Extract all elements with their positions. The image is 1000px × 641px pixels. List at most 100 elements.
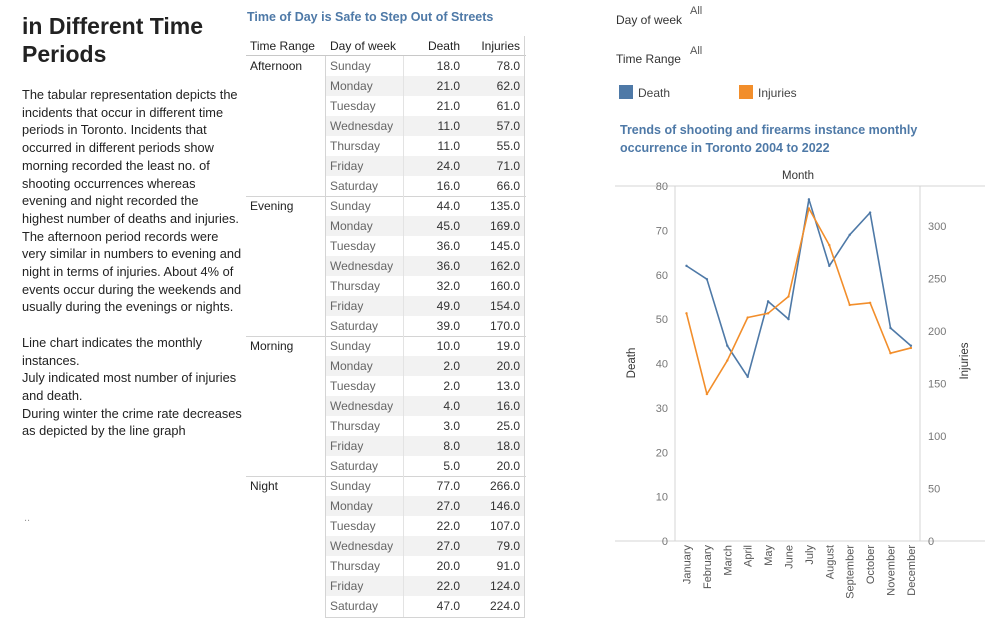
data-point-injuries: [705, 392, 709, 396]
table-row[interactable]: Wednesday 36.0 162.0: [326, 256, 524, 276]
cell-injuries: 91.0: [496, 559, 520, 573]
header-death[interactable]: Death: [427, 39, 460, 53]
cell-day-of-week: Wednesday: [330, 399, 394, 413]
table-row[interactable]: Friday 49.0 154.0: [326, 296, 524, 316]
table-row[interactable]: Saturday 47.0 224.0: [326, 596, 524, 616]
y2-tick-label: 100: [928, 431, 946, 443]
cell-injuries: 61.0: [496, 99, 520, 113]
table-row[interactable]: Saturday 39.0 170.0: [326, 316, 524, 336]
y-tick-label: 70: [656, 225, 668, 237]
table-row[interactable]: Thursday 3.0 25.0: [326, 416, 524, 436]
cell-injuries: 13.0: [496, 379, 520, 393]
filter-time-range-value[interactable]: All: [690, 45, 703, 57]
table-row[interactable]: Friday 8.0 18.0: [326, 436, 524, 456]
data-point-injuries: [685, 312, 688, 315]
header-time-range[interactable]: Time Range: [250, 39, 315, 53]
table-row[interactable]: Wednesday 27.0 79.0: [326, 536, 524, 556]
table-row[interactable]: Tuesday 2.0 13.0: [326, 376, 524, 396]
table-row[interactable]: Thursday 20.0 91.0: [326, 556, 524, 576]
data-point-death: [787, 317, 790, 321]
header-injuries[interactable]: Injuries: [481, 39, 520, 53]
cell-death: 32.0: [436, 279, 460, 293]
cell-death: 77.0: [436, 479, 460, 493]
table-row[interactable]: Wednesday 4.0 16.0: [326, 396, 524, 416]
table-row[interactable]: Monday 21.0 62.0: [326, 76, 524, 96]
cell-death: 5.0: [443, 459, 460, 473]
cell-day-of-week: Tuesday: [330, 519, 376, 533]
data-point-injuries: [726, 359, 729, 362]
cell-day-of-week: Friday: [330, 439, 364, 453]
table-row[interactable]: Sunday 10.0 19.0: [326, 336, 524, 356]
cell-death: 2.0: [443, 359, 460, 373]
cell-death: 36.0: [436, 239, 460, 253]
x-tick-label: March: [722, 545, 734, 576]
y-tick-label: 40: [656, 359, 668, 371]
table-row[interactable]: Monday 2.0 20.0: [326, 356, 524, 376]
cell-death: 3.0: [443, 419, 460, 433]
data-point-injuries: [848, 303, 851, 307]
cell-day-of-week: Tuesday: [330, 239, 376, 253]
cell-day-of-week: Saturday: [330, 459, 379, 473]
table-row[interactable]: Friday 22.0 124.0: [326, 576, 524, 596]
data-point-injuries: [868, 301, 872, 305]
header-divider: [246, 55, 526, 56]
group-label-1[interactable]: Evening: [250, 199, 294, 213]
table-row[interactable]: Saturday 16.0 66.0: [326, 176, 524, 196]
cell-death: 49.0: [436, 299, 460, 313]
table-row[interactable]: Tuesday 22.0 107.0: [326, 516, 524, 536]
cell-day-of-week: Friday: [330, 159, 364, 173]
table-row[interactable]: Sunday 18.0 78.0: [326, 56, 524, 76]
legend-injuries-swatch[interactable]: [739, 85, 753, 99]
x-tick-label: September: [845, 545, 857, 599]
cell-injuries: 154.0: [489, 299, 520, 313]
table-row[interactable]: Monday 27.0 146.0: [326, 496, 524, 516]
cell-day-of-week: Monday: [330, 499, 373, 513]
y-tick-label: 30: [656, 403, 668, 415]
legend-injuries-label[interactable]: Injuries: [758, 86, 797, 100]
legend-death-label[interactable]: Death: [638, 86, 671, 100]
table-row[interactable]: Tuesday 36.0 145.0: [326, 236, 524, 256]
cell-death: 24.0: [436, 159, 460, 173]
table-row[interactable]: Sunday 44.0 135.0: [326, 196, 524, 216]
x-tick-label: January: [682, 545, 694, 585]
table-row[interactable]: Saturday 5.0 20.0: [326, 456, 524, 476]
cell-injuries: 62.0: [496, 79, 520, 93]
cell-death: 10.0: [436, 339, 460, 353]
cell-day-of-week: Monday: [330, 79, 373, 93]
cell-injuries: 146.0: [489, 499, 520, 513]
cell-death: 27.0: [436, 499, 460, 513]
cell-injuries: 78.0: [496, 59, 520, 73]
chart-title: Trends of shooting and firearms instance…: [620, 123, 918, 155]
table-row[interactable]: Wednesday 11.0 57.0: [326, 116, 524, 136]
cell-death: 21.0: [436, 79, 460, 93]
group-label-0[interactable]: Afternoon: [250, 59, 303, 73]
y-tick-label: 50: [656, 314, 668, 326]
data-point-injuries: [766, 312, 770, 315]
series-line-injuries: [685, 207, 912, 395]
data-point-death: [705, 277, 709, 281]
cell-death: 11.0: [437, 119, 460, 133]
filter-day-of-week-value[interactable]: All: [690, 5, 703, 17]
y2-tick-label: 0: [928, 536, 934, 548]
legend-death-swatch[interactable]: [619, 85, 633, 99]
table-row[interactable]: Monday 45.0 169.0: [326, 216, 524, 236]
cell-day-of-week: Sunday: [330, 339, 371, 353]
x-tick-label: October: [865, 545, 877, 584]
data-point-injuries: [909, 346, 913, 350]
data-point-injuries: [828, 243, 831, 247]
cell-injuries: 266.0: [489, 479, 520, 493]
x-tick-label: May: [763, 545, 775, 566]
header-day-of-week[interactable]: Day of week: [330, 39, 397, 53]
table-row[interactable]: Sunday 77.0 266.0: [326, 476, 524, 496]
data-point-injuries: [746, 316, 749, 319]
cell-death: 22.0: [436, 519, 460, 533]
table-row[interactable]: Thursday 32.0 160.0: [326, 276, 524, 296]
group-label-2[interactable]: Morning: [250, 339, 294, 353]
cell-injuries: 66.0: [496, 179, 520, 193]
cell-day-of-week: Thursday: [330, 419, 381, 433]
group-label-3[interactable]: Night: [250, 479, 279, 493]
table-row[interactable]: Tuesday 21.0 61.0: [326, 96, 524, 116]
y-tick-label: 60: [656, 270, 668, 282]
table-row[interactable]: Friday 24.0 71.0: [326, 156, 524, 176]
table-row[interactable]: Thursday 11.0 55.0: [326, 136, 524, 156]
